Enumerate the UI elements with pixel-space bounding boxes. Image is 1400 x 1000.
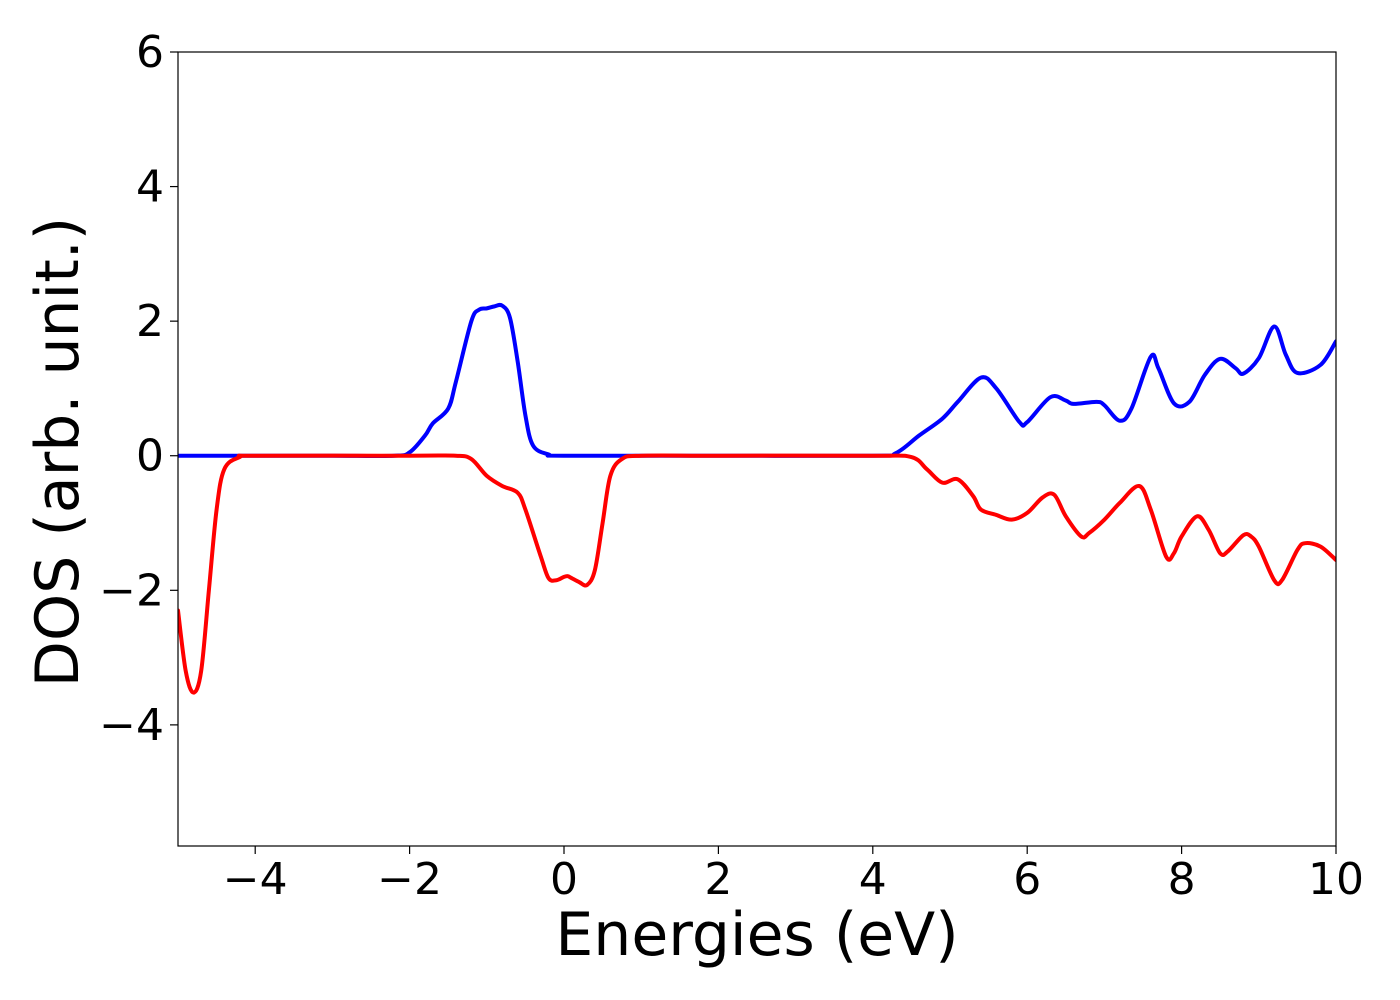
x-tick-label: 10	[1308, 854, 1364, 905]
x-axis-label: Energies (eV)	[555, 900, 958, 970]
y-tick-label: 2	[136, 296, 164, 347]
x-tick-label: −2	[377, 854, 442, 905]
y-tick-label: 4	[136, 162, 164, 213]
y-axis: −4 −2 0 2 4 6	[99, 27, 178, 751]
x-tick-label: 8	[1168, 854, 1196, 905]
series-layer	[178, 302, 1336, 695]
x-tick-label: 2	[704, 854, 732, 905]
plot-frame	[177, 51, 1337, 847]
y-axis-label: DOS (arb. unit.)	[23, 217, 93, 687]
x-tick-label: 4	[859, 854, 887, 905]
y-tick-label: 6	[136, 27, 164, 78]
series-line-2	[178, 453, 1336, 695]
x-tick-label: −4	[223, 854, 288, 905]
series-line-1	[178, 302, 1336, 458]
x-axis: −4 −2 0 2 4 6 8 10	[223, 846, 1364, 905]
y-tick-label: −2	[99, 565, 164, 616]
x-tick-label: 6	[1013, 854, 1041, 905]
y-tick-label: −4	[99, 700, 164, 751]
x-tick-label: 0	[550, 854, 578, 905]
y-tick-label: 0	[136, 431, 164, 482]
